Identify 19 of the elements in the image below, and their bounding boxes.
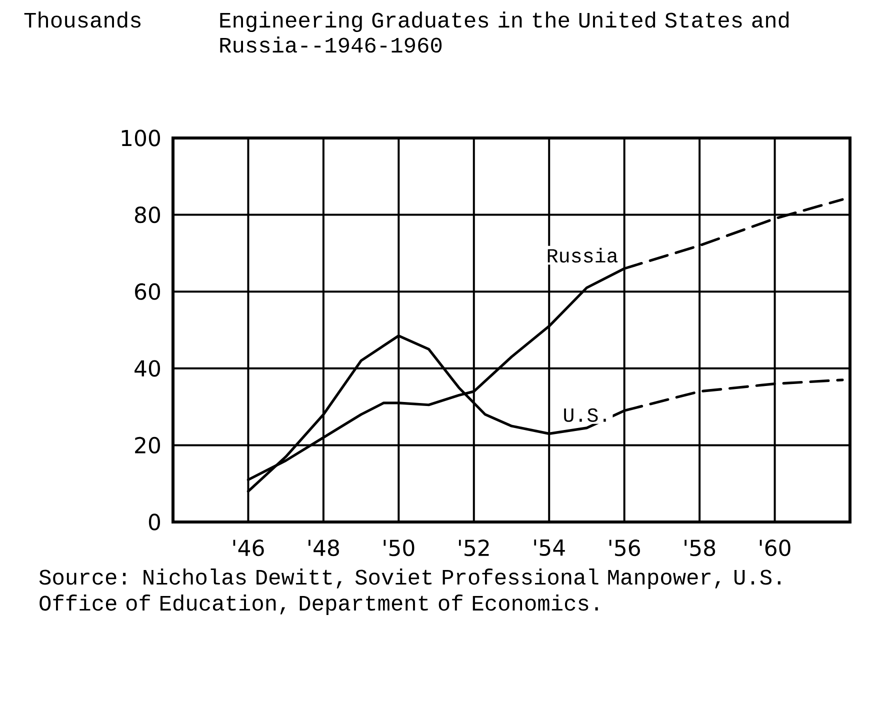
series-label: U.S. bbox=[564, 408, 606, 422]
source-note: Source: Nicholas Dewitt, Soviet Professional Manpower, U.S. Office of Education, Department of Economics. bbox=[39, 568, 780, 616]
x-tick-label: '56 bbox=[609, 540, 640, 556]
x-tick-label: '58 bbox=[684, 540, 716, 556]
y-axis-title: Thousands bbox=[24, 12, 141, 28]
y-tick-label: 40 bbox=[134, 360, 160, 377]
x-tick-label: '48 bbox=[308, 540, 339, 556]
y-tick-label: 0 bbox=[148, 514, 160, 530]
y-tick-label: 20 bbox=[135, 436, 160, 454]
y-tick-label: 60 bbox=[135, 283, 160, 300]
x-tick-label: '50 bbox=[384, 540, 414, 556]
y-tick-label: 100 bbox=[122, 130, 160, 146]
x-tick-label: '54 bbox=[534, 540, 565, 556]
x-tick-label: '60 bbox=[760, 540, 790, 556]
x-tick-label: '46 bbox=[233, 540, 264, 556]
x-tick-label: '52 bbox=[458, 540, 489, 556]
series-label: Russia bbox=[548, 248, 618, 263]
chart-title: Engineering Graduates in the United States and Russia--1946-1960 bbox=[220, 12, 789, 53]
y-tick-label: 80 bbox=[134, 206, 160, 224]
